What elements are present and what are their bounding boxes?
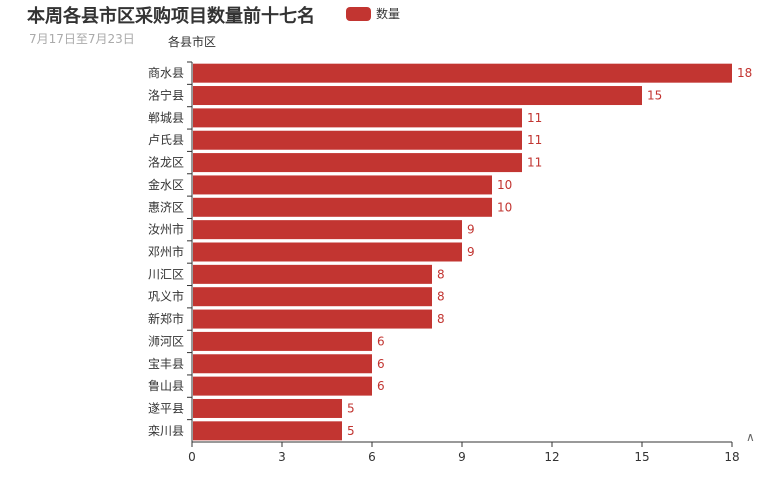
bar[interactable] <box>193 197 492 217</box>
y-tick-label: 惠济区 <box>148 199 184 214</box>
data-label: 10 <box>497 178 512 192</box>
chart-subtitle: 7月17日至7月23日 <box>29 32 135 46</box>
bar[interactable] <box>193 108 522 128</box>
bar[interactable] <box>193 376 372 396</box>
bar[interactable] <box>193 354 372 374</box>
y-tick-label: 浉河区 <box>148 334 184 348</box>
data-label: 11 <box>527 111 542 125</box>
y-tick-label: 卢氏县 <box>148 132 184 147</box>
data-label: 11 <box>527 133 542 147</box>
bar[interactable] <box>193 264 432 284</box>
data-label: 8 <box>437 267 445 281</box>
bar[interactable] <box>193 287 432 307</box>
legend-swatch[interactable] <box>346 6 371 21</box>
y-tick-label: 巩义市 <box>148 289 184 304</box>
data-label: 8 <box>437 290 445 304</box>
bar[interactable] <box>193 153 522 173</box>
y-tick-label: 宝丰县 <box>148 357 184 371</box>
data-label: 18 <box>737 66 752 80</box>
bar[interactable] <box>193 309 432 329</box>
x-tick-label: 9 <box>458 450 466 464</box>
x-tick-label: 12 <box>544 450 559 464</box>
y-tick-label: 新郑市 <box>148 311 184 326</box>
bar[interactable] <box>193 130 522 150</box>
x-tick-label: 6 <box>368 450 376 464</box>
up-arrow-icon[interactable]: ∧ <box>746 430 755 444</box>
data-label: 5 <box>347 401 355 415</box>
bar[interactable] <box>193 63 732 83</box>
data-label: 15 <box>647 89 662 103</box>
data-label: 6 <box>377 379 385 393</box>
data-label: 11 <box>527 156 542 170</box>
y-axis-name: 各县市区 <box>168 35 217 49</box>
data-label: 6 <box>377 357 385 371</box>
x-tick-label: 18 <box>724 450 739 464</box>
bar[interactable] <box>193 421 342 441</box>
x-tick-label: 3 <box>278 450 286 464</box>
data-label: 9 <box>467 245 475 259</box>
y-tick-label: 商水县 <box>148 65 184 80</box>
bar[interactable] <box>193 220 462 240</box>
bar[interactable] <box>193 331 372 351</box>
y-tick-label: 鲁山县 <box>148 379 184 393</box>
bar[interactable] <box>193 175 492 195</box>
data-label: 9 <box>467 223 475 237</box>
x-tick-label: 0 <box>188 450 196 464</box>
data-label: 8 <box>437 312 445 326</box>
bar[interactable] <box>193 242 462 262</box>
y-tick-label: 洛龙区 <box>148 155 184 170</box>
x-tick-label: 15 <box>634 450 649 464</box>
y-tick-label: 洛宁县 <box>148 88 184 103</box>
legend[interactable]: 数量 <box>346 5 400 22</box>
chart-title: 本周各县市区采购项目数量前十七名 <box>27 6 315 27</box>
y-tick-label: 遂平县 <box>148 401 184 415</box>
y-tick-label: 邓州市 <box>148 244 184 259</box>
legend-label[interactable]: 数量 <box>376 7 401 21</box>
y-tick-label: 川汇区 <box>148 267 184 281</box>
y-tick-label: 郸城县 <box>148 111 184 125</box>
data-label: 5 <box>347 424 355 438</box>
data-label: 10 <box>497 200 512 214</box>
y-tick-label: 栾川县 <box>148 423 184 438</box>
bar[interactable] <box>193 86 642 106</box>
y-tick-label: 金水区 <box>148 177 184 192</box>
y-tick-label: 汝州市 <box>148 222 184 237</box>
bar[interactable] <box>193 398 342 418</box>
data-label: 6 <box>377 334 385 348</box>
